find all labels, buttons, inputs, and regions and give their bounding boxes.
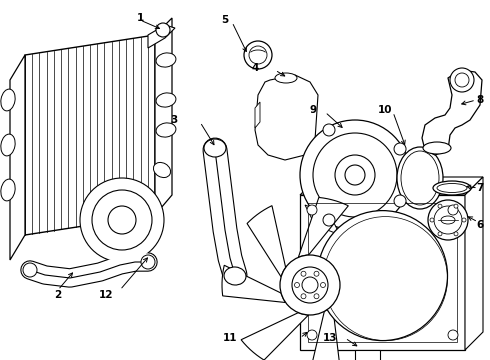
Circle shape xyxy=(428,200,468,240)
Ellipse shape xyxy=(423,142,451,154)
Text: 6: 6 xyxy=(476,220,484,230)
Circle shape xyxy=(301,294,306,299)
Polygon shape xyxy=(241,312,309,360)
Ellipse shape xyxy=(437,184,467,193)
Circle shape xyxy=(394,143,406,155)
Ellipse shape xyxy=(275,73,297,83)
Ellipse shape xyxy=(23,263,37,277)
Polygon shape xyxy=(255,102,260,128)
Text: 3: 3 xyxy=(171,115,178,125)
Circle shape xyxy=(302,277,318,293)
Ellipse shape xyxy=(156,53,176,67)
Ellipse shape xyxy=(204,139,226,157)
Polygon shape xyxy=(310,305,340,360)
Polygon shape xyxy=(255,75,318,160)
Circle shape xyxy=(320,283,325,288)
Circle shape xyxy=(280,255,340,315)
Text: 4: 4 xyxy=(251,63,259,73)
Polygon shape xyxy=(355,350,380,360)
Circle shape xyxy=(462,218,466,222)
Circle shape xyxy=(314,271,319,276)
Text: 9: 9 xyxy=(310,105,317,115)
Ellipse shape xyxy=(141,255,155,269)
Text: 12: 12 xyxy=(99,290,113,300)
Circle shape xyxy=(307,330,317,340)
Circle shape xyxy=(294,283,299,288)
Circle shape xyxy=(450,68,474,92)
Ellipse shape xyxy=(433,181,471,195)
Circle shape xyxy=(318,211,447,341)
Polygon shape xyxy=(298,197,348,257)
Polygon shape xyxy=(465,177,483,350)
Polygon shape xyxy=(405,148,428,168)
Circle shape xyxy=(394,195,406,207)
Circle shape xyxy=(108,206,136,234)
Circle shape xyxy=(156,23,170,37)
Polygon shape xyxy=(305,205,340,235)
Text: 8: 8 xyxy=(476,95,484,105)
Circle shape xyxy=(292,267,328,303)
Circle shape xyxy=(80,178,164,262)
Circle shape xyxy=(301,271,306,276)
Text: 2: 2 xyxy=(54,290,62,300)
Circle shape xyxy=(300,120,410,230)
Circle shape xyxy=(454,232,458,236)
Text: 1: 1 xyxy=(136,13,144,23)
Circle shape xyxy=(249,46,267,64)
Polygon shape xyxy=(155,18,172,215)
Polygon shape xyxy=(222,265,286,302)
Circle shape xyxy=(313,133,397,217)
Ellipse shape xyxy=(1,89,15,111)
Ellipse shape xyxy=(224,267,246,285)
Text: 5: 5 xyxy=(221,15,229,25)
Text: 10: 10 xyxy=(378,105,392,115)
Polygon shape xyxy=(340,280,393,340)
Text: 7: 7 xyxy=(476,183,484,193)
Polygon shape xyxy=(10,55,25,260)
Circle shape xyxy=(335,155,375,195)
Polygon shape xyxy=(300,177,483,195)
Circle shape xyxy=(448,330,458,340)
Polygon shape xyxy=(422,70,482,155)
Circle shape xyxy=(438,232,442,236)
Polygon shape xyxy=(247,206,286,277)
Circle shape xyxy=(323,124,335,136)
Polygon shape xyxy=(324,237,396,266)
Polygon shape xyxy=(25,35,155,235)
Ellipse shape xyxy=(401,151,439,205)
Ellipse shape xyxy=(397,147,443,209)
Ellipse shape xyxy=(1,179,15,201)
Circle shape xyxy=(448,205,458,215)
Circle shape xyxy=(92,190,152,250)
Circle shape xyxy=(323,214,335,226)
Bar xyxy=(308,203,457,342)
Circle shape xyxy=(244,41,272,69)
Polygon shape xyxy=(148,25,175,48)
Ellipse shape xyxy=(1,134,15,156)
Circle shape xyxy=(454,204,458,208)
Circle shape xyxy=(307,205,317,215)
Ellipse shape xyxy=(156,93,176,107)
Circle shape xyxy=(314,294,319,299)
Ellipse shape xyxy=(156,123,176,137)
Ellipse shape xyxy=(153,162,171,177)
Bar xyxy=(300,195,465,350)
Circle shape xyxy=(438,204,442,208)
Ellipse shape xyxy=(441,216,455,224)
Circle shape xyxy=(345,165,365,185)
Text: 11: 11 xyxy=(223,333,237,343)
Circle shape xyxy=(434,206,462,234)
Text: 13: 13 xyxy=(323,333,337,343)
Circle shape xyxy=(430,218,434,222)
Circle shape xyxy=(455,73,469,87)
